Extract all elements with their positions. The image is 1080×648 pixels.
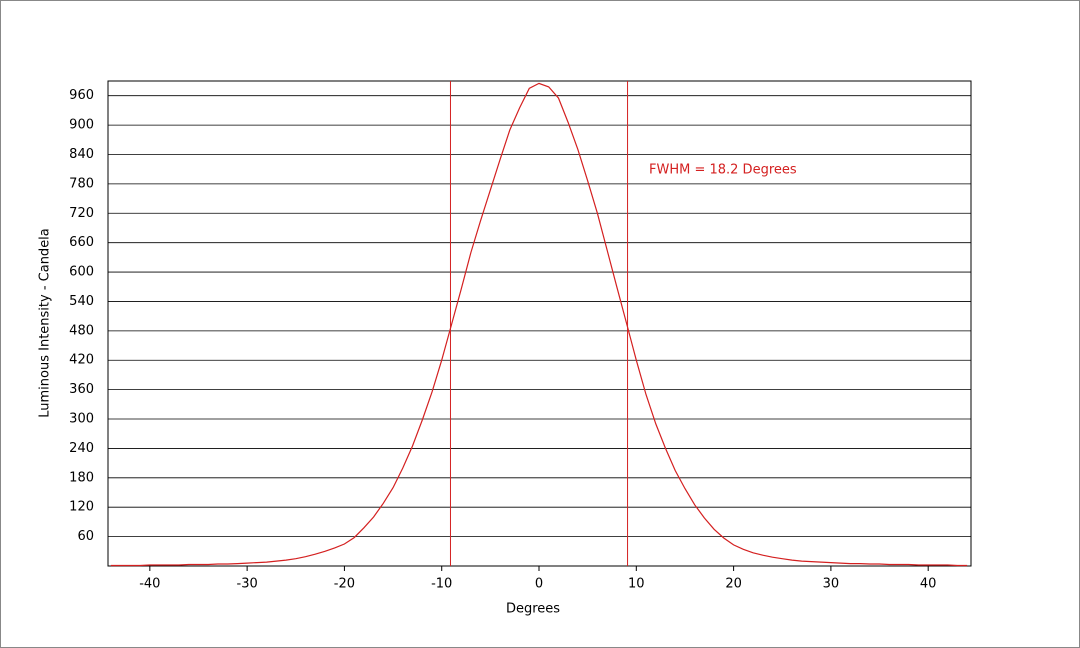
y-tick-label: 900 [69, 118, 94, 133]
y-tick-label: 300 [69, 412, 94, 427]
y-tick-label: 720 [69, 206, 94, 221]
x-tick-label: 30 [823, 577, 840, 592]
y-tick-label: 780 [69, 176, 94, 191]
x-tick-label: 10 [628, 577, 645, 592]
y-tick-label: 60 [77, 529, 94, 544]
y-tick-label: 120 [69, 500, 94, 515]
x-tick-label: 40 [920, 577, 937, 592]
y-tick-label: 660 [69, 235, 94, 250]
y-tick-label: 840 [69, 147, 94, 162]
x-tick-label: -20 [334, 577, 355, 592]
x-tick-label: 20 [725, 577, 742, 592]
y-tick-label: 480 [69, 323, 94, 338]
x-tick-label: -10 [431, 577, 452, 592]
y-tick-label: 540 [69, 294, 94, 309]
plot-border [107, 80, 972, 567]
x-axis-title: Degrees [506, 602, 560, 617]
x-tick-label: -40 [139, 577, 160, 592]
y-tick-label: 600 [69, 265, 94, 280]
y-tick-label: 960 [69, 88, 94, 103]
y-tick-label: 180 [69, 470, 94, 485]
y-tick-label: 420 [69, 353, 94, 368]
y-axis-title: Luminous Intensity - Candela [38, 228, 53, 418]
y-tick-label: 240 [69, 441, 94, 456]
annotation: FWHM = 18.2 Degrees [649, 163, 797, 178]
y-tick-label: 360 [69, 382, 94, 397]
data-line [110, 82, 968, 567]
x-tick-label: -30 [237, 577, 258, 592]
x-tick-label: 0 [535, 577, 543, 592]
